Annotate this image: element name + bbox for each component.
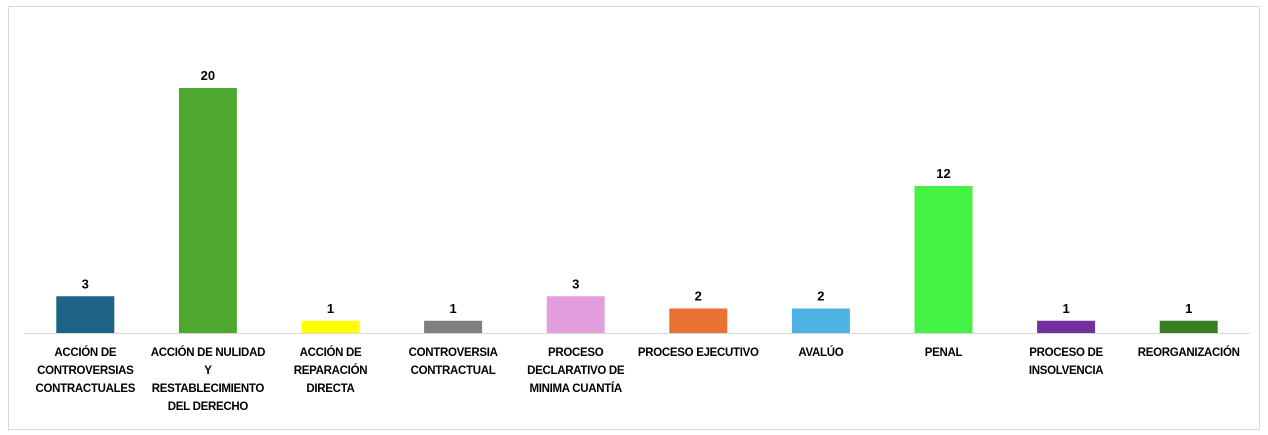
category-label: PROCESO DE INSOLVENCIA	[1028, 347, 1104, 377]
value-label: 1	[449, 301, 456, 316]
value-label: 3	[572, 276, 579, 291]
value-label: 2	[817, 289, 824, 304]
chart-frame	[8, 6, 1260, 430]
bar	[546, 296, 605, 333]
category-label: CONTROVERSIA CONTRACTUAL	[408, 347, 498, 377]
category-label: ACCIÓN DE NULIDAD Y RESTABLECIMIENTO DEL…	[150, 347, 266, 413]
category-label: PROCESO DECLARATIVO DE MINIMA CUANTÍA	[527, 347, 625, 395]
value-label: 3	[82, 276, 89, 291]
bar	[914, 186, 973, 333]
bar	[1037, 320, 1096, 333]
bar	[791, 308, 850, 333]
category-label: PROCESO EJECUTIVO	[637, 347, 759, 359]
category-label: ACCIÓN DE REPARACIÓN DIRECTA	[293, 347, 368, 395]
category-label: REORGANIZACIÓN	[1137, 347, 1240, 359]
bar	[301, 320, 360, 333]
bar	[56, 296, 115, 333]
category-label: ACCIÓN DE CONTROVERSIAS CONTRACTUALES	[35, 347, 136, 395]
value-label: 2	[695, 289, 702, 304]
category-label: AVALÚO	[798, 347, 844, 359]
bar	[178, 88, 237, 333]
bar	[424, 320, 483, 333]
value-label: 1	[1062, 301, 1069, 316]
value-label: 12	[936, 166, 950, 181]
bar	[669, 308, 728, 333]
value-label: 1	[327, 301, 334, 316]
bar	[1159, 320, 1218, 333]
value-label: 1	[1185, 301, 1192, 316]
value-label: 20	[201, 68, 215, 83]
category-label: PENAL	[924, 347, 963, 359]
